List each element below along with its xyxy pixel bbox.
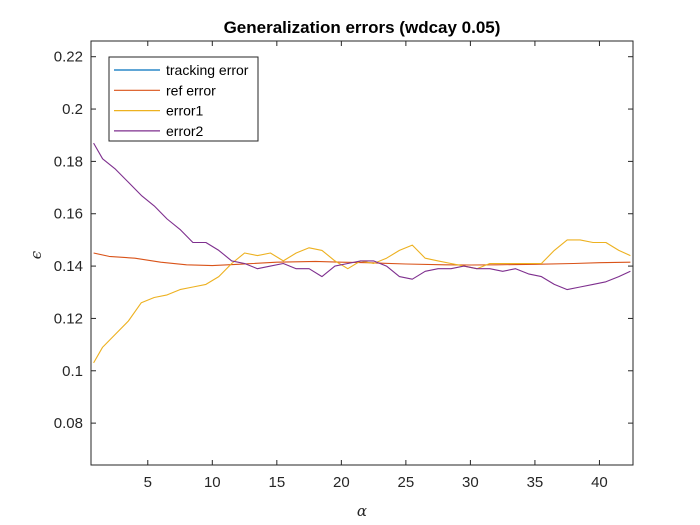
- chart-title: Generalization errors (wdcay 0.05): [224, 18, 501, 37]
- y-tick-label: 0.14: [54, 258, 83, 275]
- y-tick-label: 0.2: [62, 101, 83, 118]
- legend: tracking error ref error error1 error2: [108, 56, 259, 142]
- series-line-1: [93, 252, 631, 267]
- x-tick-label: 10: [204, 474, 221, 491]
- axes-box: [90, 40, 634, 466]
- x-tick-label: 5: [144, 474, 152, 491]
- legend-label-3: error2: [166, 123, 204, 139]
- x-axis-label: α: [357, 502, 367, 520]
- x-tick-label: 40: [591, 474, 608, 491]
- y-tick-label: 0.1: [62, 363, 83, 380]
- legend-label-2: error1: [166, 103, 204, 119]
- y-tick-label: 0.18: [54, 153, 83, 170]
- legend-label-0: tracking error: [166, 62, 249, 78]
- y-axis-label: ϵ: [27, 250, 45, 259]
- y-tick-label: 0.22: [54, 49, 83, 66]
- x-tick-label: 30: [462, 474, 479, 491]
- y-tick-label: 0.08: [54, 415, 83, 432]
- series-line-3: [93, 142, 631, 291]
- legend-label-1: ref error: [166, 82, 216, 98]
- tick-labels: 5 10 15 20 25 30 35 40 0.08 0.1 0.12 0.14 0.16 0.18 0.…: [54, 49, 608, 491]
- legend-box: [108, 56, 259, 142]
- y-tick-label: 0.16: [54, 206, 83, 223]
- x-tick-label: 20: [333, 474, 350, 491]
- axes: [90, 40, 634, 466]
- y-tick-label: 0.12: [54, 310, 83, 327]
- series-layer: [93, 142, 631, 364]
- x-tick-label: 25: [398, 474, 415, 491]
- x-tick-label: 35: [527, 474, 544, 491]
- x-tick-label: 15: [268, 474, 285, 491]
